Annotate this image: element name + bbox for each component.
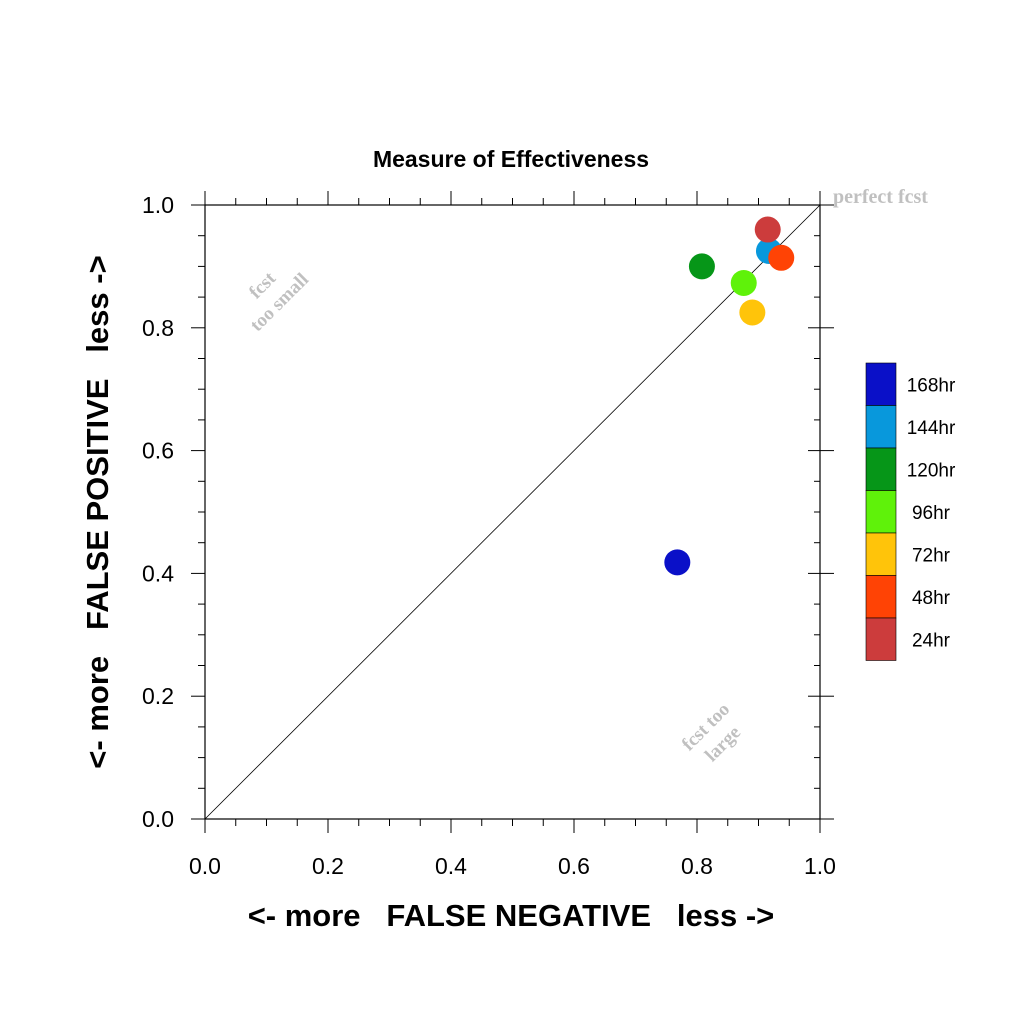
legend: 168hr 144hr 120hr 96hr 72hr 48hr 24hr	[865, 362, 956, 661]
perfect-forecast-label: perfect fcst	[833, 186, 928, 208]
legend-swatch-48hr	[865, 575, 897, 619]
perfect-forecast-diagonal	[204, 204, 821, 820]
axis-tick-labels: 0.0 0.2 0.4 0.6 0.8 1.0 0.0 0.2 0.4 0.6 0.8 1.0	[142, 192, 836, 879]
legend-label-24hr: 24hr	[912, 630, 951, 651]
y-tick-label: 0.8	[142, 315, 174, 341]
y-tick-label: 0.2	[142, 683, 174, 709]
legend-label-72hr: 72hr	[912, 545, 951, 566]
point-168hr	[664, 549, 691, 576]
legend-label-96hr: 96hr	[912, 503, 951, 524]
point-48hr	[768, 244, 795, 271]
y-tick-label: 0.6	[142, 438, 174, 464]
point-120hr	[688, 253, 715, 280]
chart-title: Measure of Effectiveness	[373, 146, 649, 172]
y-tick-label: 0.4	[142, 560, 174, 586]
legend-swatch-144hr	[865, 405, 897, 449]
x-tick-label: 0.2	[312, 853, 344, 879]
data-points	[664, 216, 795, 576]
legend-swatch-24hr	[865, 617, 897, 661]
forecast-too-small-annotation: fcst too small	[245, 268, 313, 336]
y-tick-label: 1.0	[142, 192, 174, 218]
y-axis-label: <- more FALSE POSITIVE less ->	[80, 255, 115, 768]
legend-label-144hr: 144hr	[907, 418, 956, 439]
legend-swatch-168hr	[865, 362, 897, 406]
point-72hr	[739, 299, 766, 326]
x-tick-label: 0.4	[435, 853, 467, 879]
legend-label-120hr: 120hr	[907, 460, 956, 481]
x-tick-label: 0.0	[189, 853, 221, 879]
legend-swatch-120hr	[865, 447, 897, 491]
x-axis-label: <- more FALSE NEGATIVE less ->	[248, 898, 775, 933]
legend-label-168hr: 168hr	[907, 375, 956, 396]
point-24hr	[754, 216, 781, 243]
legend-label-48hr: 48hr	[912, 588, 951, 609]
forecast-too-large-annotation: fcst too large	[678, 699, 745, 766]
x-tick-label: 0.8	[681, 853, 713, 879]
legend-swatch-96hr	[865, 490, 897, 534]
y-tick-label: 0.0	[142, 806, 174, 832]
x-tick-label: 0.6	[558, 853, 590, 879]
axis-ticks	[191, 191, 834, 833]
x-tick-label: 1.0	[804, 853, 836, 879]
point-96hr	[730, 269, 757, 296]
legend-swatch-72hr	[865, 532, 897, 576]
